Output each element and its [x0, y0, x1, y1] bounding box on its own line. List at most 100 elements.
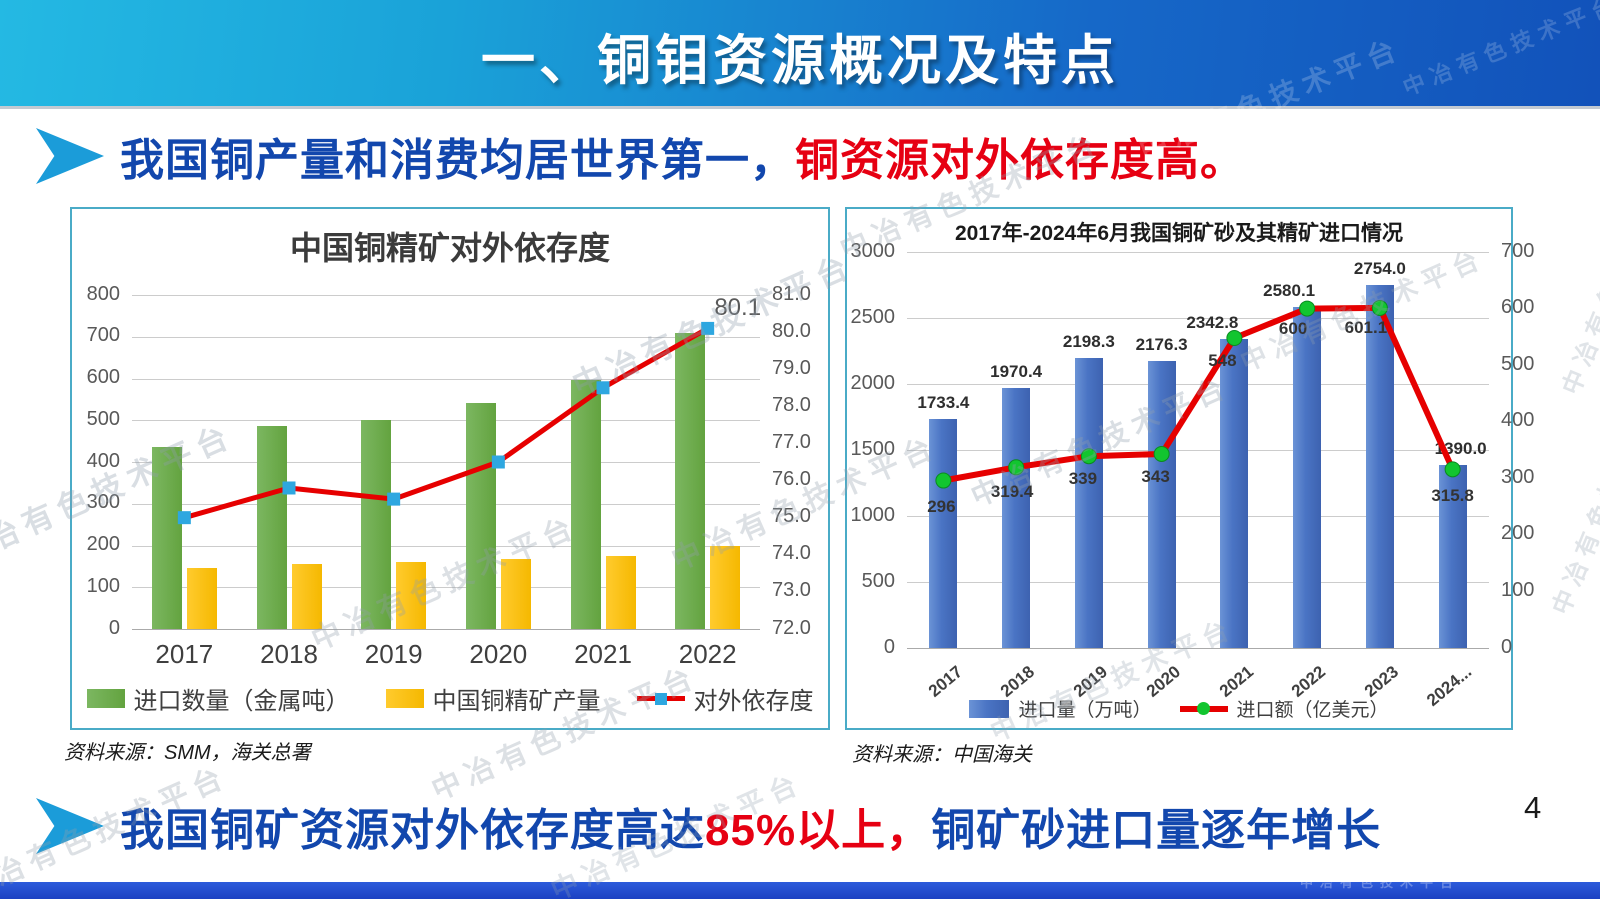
x-axis-tick: 2020 — [469, 639, 528, 669]
bar — [1293, 307, 1322, 648]
source-note-left: 资料来源：SMM，海关总署 — [64, 742, 311, 764]
bullet-bottom-text-blue-2: 铜矿砂进口量逐年增长 — [931, 806, 1382, 855]
bar — [1147, 360, 1176, 648]
bullet-bottom-text-red: 85%以上， — [705, 806, 932, 855]
gridline — [907, 516, 1489, 517]
y2-axis-tick: 600 — [1501, 296, 1535, 319]
chart-title: 中国铜精矿对外依存度 — [289, 230, 610, 266]
bar — [151, 447, 182, 629]
gridline — [132, 629, 760, 630]
point-value-label: 80.1 — [714, 293, 762, 321]
bullet-bottom-text: 我国铜矿资源对外依存度高达85%以上，铜矿砂进口量逐年增长 — [120, 794, 1381, 858]
y2-axis-tick: 100 — [1501, 579, 1535, 602]
legend-item: 中国铜精矿产量 — [385, 681, 601, 716]
legend-item: 进口量（万吨） — [969, 695, 1152, 722]
x-axis-tick: 2022 — [678, 639, 737, 669]
gridline — [907, 648, 1489, 649]
y-axis-tick: 700 — [86, 324, 120, 347]
bar — [1220, 338, 1249, 648]
bar — [1438, 464, 1467, 648]
y2-axis-tick: 77.0 — [772, 431, 811, 454]
legend-item: 进口额（亿美元） — [1179, 695, 1389, 722]
chart-legend: 进口数量（金属吨） 中国铜精矿产量 对外依存度 — [72, 681, 828, 716]
legend-label: 进口额（亿美元） — [1236, 700, 1389, 721]
legend-item: 对外依存度 — [636, 681, 814, 716]
chart-copper-ore-imports: 2017年-2024年6月我国铜矿砂及其精矿进口情况 0 500 1000 1500 20… — [845, 207, 1534, 730]
bullet-top-text-red: 铜资源对外依存度高。 — [795, 136, 1245, 185]
y2-axis-tick: 80.0 — [772, 319, 811, 342]
y2-axis-tick: 78.0 — [772, 393, 811, 416]
source-note-right: 资料来源：中国海关 — [852, 744, 1032, 766]
bullet-bottom-text-blue-1: 我国铜矿资源对外依存度高达 — [120, 806, 705, 855]
arrow-bullet-icon — [36, 798, 104, 854]
gridline — [907, 582, 1489, 583]
y-axis-tick: 1500 — [850, 437, 896, 460]
footer-bar — [0, 882, 1600, 899]
y2-axis-tick: 500 — [1501, 352, 1535, 375]
y-axis-tick: 1000 — [850, 503, 896, 526]
gridline — [907, 384, 1489, 385]
y-axis-tick: 0 — [108, 616, 120, 639]
x-axis-tick: 2019 — [364, 639, 423, 669]
legend-label: 中国铜精矿产量 — [432, 688, 601, 715]
bullet-bottom: 我国铜矿资源对外依存度高达85%以上，铜矿砂进口量逐年增长 — [36, 794, 1536, 858]
bar — [396, 561, 427, 629]
y2-axis-tick: 79.0 — [772, 356, 811, 379]
y2-axis-tick: 0 — [1501, 635, 1513, 658]
bar — [1365, 284, 1394, 648]
y2-axis-tick: 700 — [1501, 239, 1535, 262]
y2-axis-tick: 300 — [1501, 465, 1535, 488]
legend-marker — [654, 692, 667, 705]
chart-title: 2017年-2024年6月我国铜矿砂及其精矿进口情况 — [954, 222, 1404, 245]
point-value-label: 319.4 — [990, 481, 1034, 501]
bar — [1074, 357, 1103, 648]
y-axis-tick: 500 — [861, 569, 895, 592]
y2-axis-tick: 81.0 — [772, 282, 811, 305]
gridline — [132, 503, 760, 505]
bar — [675, 332, 706, 629]
gridline — [132, 295, 760, 296]
y2-axis-tick: 73.0 — [772, 579, 811, 602]
y-axis-tick: 400 — [86, 449, 120, 472]
bar — [500, 558, 531, 629]
y2-axis-tick: 200 — [1501, 522, 1535, 545]
bar — [929, 419, 958, 648]
bar-value-label: 2754.0 — [1353, 258, 1406, 278]
x-axis-tick: 2021 — [574, 639, 632, 669]
arrow-bullet-icon — [36, 128, 104, 184]
legend-swatch — [86, 689, 125, 708]
y2-axis-tick: 72.0 — [772, 616, 811, 639]
gridline — [132, 378, 760, 380]
legend-item: 进口数量（金属吨） — [86, 681, 350, 716]
y-axis-tick: 200 — [86, 533, 120, 556]
point-value-label: 601.1 — [1344, 318, 1388, 338]
y-axis-tick: 2000 — [850, 371, 896, 394]
bullet-top-text-blue: 我国铜产量和消费均居世界第一， — [120, 136, 795, 185]
gridline — [132, 462, 760, 463]
legend-swatch — [385, 689, 424, 708]
point-value-label: 296 — [927, 497, 956, 516]
legend-label: 进口量（万吨） — [1018, 700, 1152, 721]
y2-axis-tick: 400 — [1501, 409, 1535, 432]
legend-swatch — [636, 689, 685, 708]
legend-label: 对外依存度 — [693, 688, 814, 715]
y-axis-tick: 3000 — [850, 239, 896, 262]
bar — [710, 546, 741, 629]
y2-axis-tick: 76.0 — [772, 468, 811, 491]
y-axis-tick: 300 — [86, 491, 120, 514]
y2-axis-tick: 74.0 — [772, 542, 811, 565]
legend-label: 进口数量（金属吨） — [133, 688, 350, 715]
point-value-label: 548 — [1208, 350, 1237, 370]
y2-axis-tick: 75.0 — [772, 505, 811, 528]
gridline — [132, 587, 760, 589]
x-axis-tick: 2017 — [155, 639, 214, 669]
bar — [361, 420, 392, 630]
bar-value-label: 1970.4 — [990, 361, 1043, 381]
bar — [570, 380, 601, 629]
bar — [256, 425, 287, 629]
gridline — [132, 420, 760, 422]
chart-copper-concentrate-dependency: 中国铜精矿对外依存度 0 100 200 300 400 500 600 700 800 72.0 7… — [70, 207, 830, 730]
x-axis-tick: 2018 — [260, 639, 318, 669]
bar-value-label: 1733.4 — [917, 393, 970, 413]
